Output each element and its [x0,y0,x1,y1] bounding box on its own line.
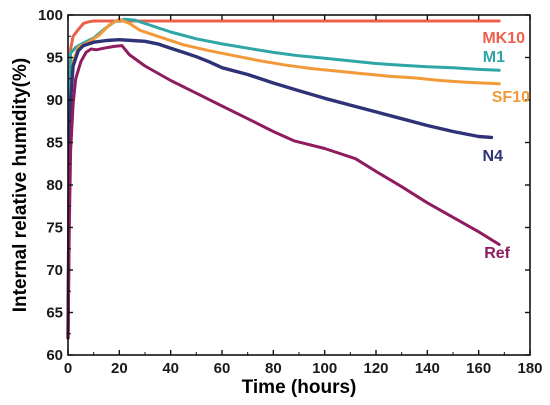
series-line-ref [66,44,501,340]
x-tick-label: 0 [64,360,72,377]
x-tick-label: 60 [214,360,231,377]
y-tick-label: 100 [38,7,63,24]
x-tick-label: 40 [162,360,179,377]
y-tick-label: 60 [46,347,63,364]
series-labels: MK10 M1 SF10 N4 Ref [482,30,530,262]
x-tick-label: 80 [265,360,282,377]
series-line-mk10 [66,19,501,340]
x-tick-label: 180 [517,360,542,377]
plot-frame [67,14,531,356]
y-tick-label: 95 [46,50,63,67]
x-tick-label: 140 [415,360,440,377]
series-label-m1: M1 [483,49,505,66]
x-tick-label: 20 [111,360,128,377]
series-line-sf10 [66,17,501,340]
x-tick-label: 160 [466,360,491,377]
x-tick-label: 120 [363,360,388,377]
y-axis-title: Internal relative humidity(%) [10,58,31,312]
series-group [66,17,501,340]
x-tick-label: 100 [312,360,337,377]
x-axis-title: Time (hours) [242,377,357,398]
series-label-sf10: SF10 [492,89,530,106]
series-line-m1 [66,17,501,340]
y-tick-label: 65 [46,305,63,322]
y-tick-label: 75 [46,220,63,237]
y-tick-label: 85 [46,135,63,152]
y-tick-label: 70 [46,262,63,279]
series-label-n4: N4 [483,148,504,165]
ticks-group: 0 20 40 60 80 100 120 140 160 180 60 65 70 75 80 85 90 95… [38,7,543,377]
series-line-n4 [66,38,494,340]
series-label-mk10: MK10 [482,30,525,47]
series-label-ref: Ref [484,245,510,262]
y-tick-label: 90 [46,92,63,109]
y-tick-label: 80 [46,177,63,194]
